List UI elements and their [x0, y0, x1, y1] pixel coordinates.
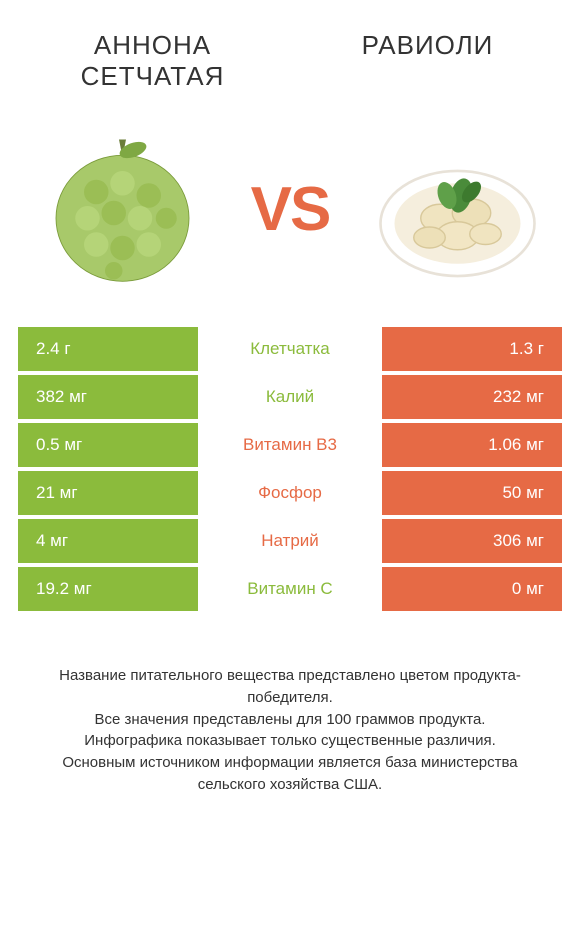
right-food-image — [370, 122, 545, 297]
nutrition-row: 19.2 мгВитамин C0 мг — [18, 567, 562, 611]
right-value: 0 мг — [382, 567, 562, 611]
nutrition-row: 21 мгФосфор50 мг — [18, 471, 562, 515]
vs-label: VS — [251, 174, 330, 245]
left-value: 21 мг — [18, 471, 198, 515]
left-value: 19.2 мг — [18, 567, 198, 611]
right-value: 1.3 г — [382, 327, 562, 371]
left-food-title: АННОНА СЕТЧАТАЯ — [40, 30, 265, 92]
nutrient-label: Витамин B3 — [198, 423, 383, 467]
header: АННОНА СЕТЧАТАЯ РАВИОЛИ — [0, 0, 580, 102]
right-food-title: РАВИОЛИ — [315, 30, 540, 92]
footer-line: Основным источником информации является … — [30, 752, 550, 796]
nutrient-label: Калий — [198, 375, 383, 419]
left-value: 382 мг — [18, 375, 198, 419]
footer-line: Все значения представлены для 100 граммо… — [30, 709, 550, 731]
nutrition-row: 382 мгКалий232 мг — [18, 375, 562, 419]
nutrition-row: 4 мгНатрий306 мг — [18, 519, 562, 563]
nutrition-row: 0.5 мгВитамин B31.06 мг — [18, 423, 562, 467]
nutrition-table: 2.4 гКлетчатка1.3 г382 мгКалий232 мг0.5 … — [0, 327, 580, 611]
right-value: 306 мг — [382, 519, 562, 563]
nutrition-row: 2.4 гКлетчатка1.3 г — [18, 327, 562, 371]
nutrient-label: Фосфор — [198, 471, 383, 515]
right-value: 232 мг — [382, 375, 562, 419]
nutrient-label: Клетчатка — [198, 327, 383, 371]
comparison-images: VS — [0, 102, 580, 327]
right-value: 1.06 мг — [382, 423, 562, 467]
left-value: 4 мг — [18, 519, 198, 563]
left-value: 0.5 мг — [18, 423, 198, 467]
nutrient-label: Витамин C — [198, 567, 383, 611]
footer-line: Инфографика показывает только существенн… — [30, 730, 550, 752]
right-value: 50 мг — [382, 471, 562, 515]
left-value: 2.4 г — [18, 327, 198, 371]
left-food-image — [35, 122, 210, 297]
footer-notes: Название питательного вещества представл… — [0, 615, 580, 796]
footer-line: Название питательного вещества представл… — [30, 665, 550, 709]
nutrient-label: Натрий — [198, 519, 383, 563]
